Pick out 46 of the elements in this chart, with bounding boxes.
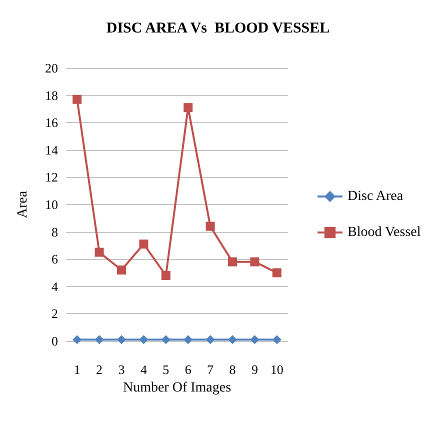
y-tick-label: 16 <box>45 115 58 130</box>
x-tick-label: 7 <box>207 362 214 377</box>
y-axis-title: Area <box>16 190 30 218</box>
y-tick-label: 6 <box>52 252 58 267</box>
chart-title: DISC AREA Vs BLOOD VESSEL <box>106 20 330 36</box>
x-tick-label: 2 <box>96 362 103 377</box>
y-tick-label: 12 <box>45 170 58 185</box>
point <box>94 248 104 257</box>
point <box>161 270 170 280</box>
point <box>206 222 215 231</box>
x-tick-label: 10 <box>270 362 284 377</box>
x-tick-label: 3 <box>118 362 125 377</box>
point <box>117 266 126 275</box>
y-tick-label: 10 <box>45 197 58 212</box>
point <box>94 335 104 344</box>
point <box>228 257 237 266</box>
y-tick-label: 2 <box>52 306 58 322</box>
point <box>250 257 260 266</box>
point <box>184 103 193 112</box>
point <box>206 335 215 344</box>
x-tick-label: 4 <box>140 362 148 377</box>
y-tick-label: 14 <box>45 142 58 158</box>
point <box>72 335 82 344</box>
point <box>272 268 282 278</box>
y-tick-label: 4 <box>52 278 58 294</box>
point <box>272 335 282 344</box>
point <box>184 335 193 344</box>
y-tick-label: 0 <box>52 334 58 348</box>
x-tick-label: 9 <box>251 362 258 377</box>
y-tick-label: 8 <box>52 224 58 240</box>
legend-label: Blood Vessel <box>348 225 421 240</box>
point <box>139 335 148 344</box>
legend-label: Disc Area <box>348 189 404 204</box>
x-tick-label: 5 <box>162 362 170 377</box>
point <box>228 335 237 344</box>
y-tick-label: 20 <box>45 60 58 76</box>
x-tick-label: 6 <box>184 362 192 377</box>
x-axis-title: Number Of Images <box>122 380 232 396</box>
point <box>139 240 148 249</box>
point <box>72 94 82 104</box>
point <box>161 335 170 344</box>
point <box>117 335 126 344</box>
x-tick-label: 1 <box>74 362 80 377</box>
x-tick-label: 8 <box>229 362 236 377</box>
y-tick-label: 18 <box>45 88 58 103</box>
point <box>250 335 260 344</box>
